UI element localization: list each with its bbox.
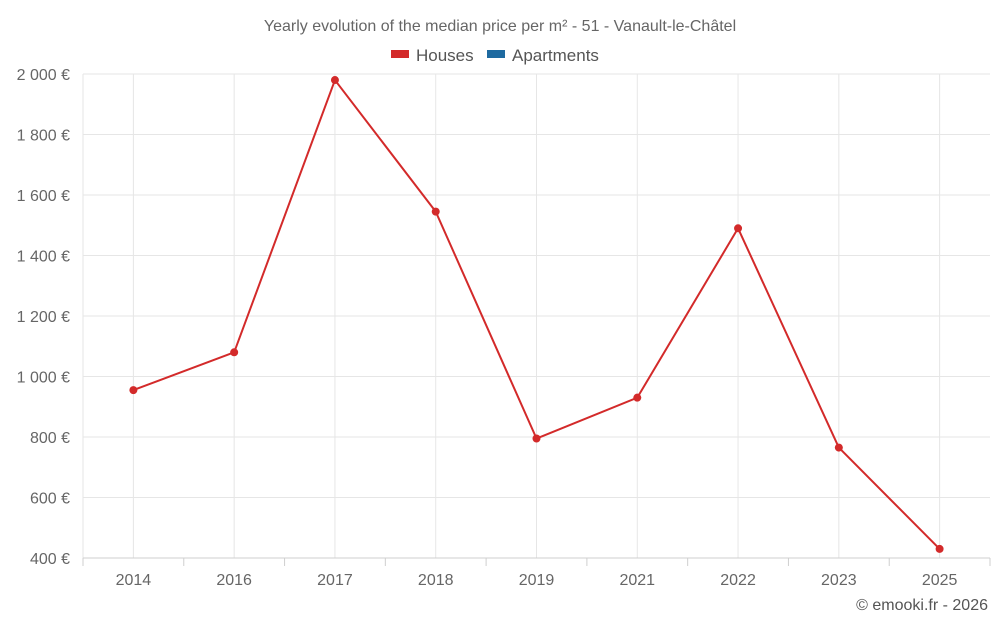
x-tick-labels: 2014 2016 2017 2018 2019 2021 2022 2023 2025 bbox=[116, 572, 958, 589]
y-tick-label: 2 000 € bbox=[17, 67, 70, 84]
data-point[interactable] bbox=[532, 434, 541, 443]
x-tick-label: 2014 bbox=[116, 572, 152, 589]
legend-label-apartments[interactable]: Apartments bbox=[512, 46, 599, 65]
legend-swatch-apartments bbox=[487, 50, 505, 58]
legend-label-houses[interactable]: Houses bbox=[416, 46, 474, 65]
x-tick-label: 2016 bbox=[216, 572, 252, 589]
y-tick-label: 1 400 € bbox=[17, 249, 70, 266]
series-houses bbox=[129, 76, 944, 553]
credit-text: © emooki.fr - 2026 bbox=[856, 597, 988, 614]
y-tick-label: 800 € bbox=[30, 430, 70, 447]
x-tick-label: 2023 bbox=[821, 572, 857, 589]
x-tick-label: 2025 bbox=[922, 572, 958, 589]
y-tick-label: 1 200 € bbox=[17, 309, 70, 326]
grid bbox=[83, 73, 990, 558]
y-tick-label: 600 € bbox=[30, 491, 70, 508]
data-point[interactable] bbox=[230, 348, 239, 357]
chart-title: Yearly evolution of the median price per… bbox=[264, 18, 736, 35]
axes bbox=[82, 74, 991, 566]
legend: Houses Apartments bbox=[391, 46, 599, 65]
data-point[interactable] bbox=[330, 76, 339, 85]
y-tick-label: 1 000 € bbox=[17, 370, 70, 387]
data-point[interactable] bbox=[834, 443, 843, 452]
x-tick-label: 2017 bbox=[317, 572, 353, 589]
x-tick-label: 2021 bbox=[619, 572, 655, 589]
data-point[interactable] bbox=[734, 224, 743, 233]
x-tick-label: 2018 bbox=[418, 572, 454, 589]
y-tick-label: 1 800 € bbox=[17, 128, 70, 145]
y-tick-labels: 400 € 600 € 800 € 1 000 € 1 200 € 1 400 € 1 60… bbox=[17, 67, 70, 568]
data-point[interactable] bbox=[935, 544, 944, 553]
y-tick-label: 1 600 € bbox=[17, 188, 70, 205]
x-tick-label: 2022 bbox=[720, 572, 756, 589]
data-point[interactable] bbox=[633, 393, 642, 402]
data-point[interactable] bbox=[129, 386, 138, 395]
data-point[interactable] bbox=[431, 207, 440, 216]
legend-swatch-houses bbox=[391, 50, 409, 58]
y-tick-label: 400 € bbox=[30, 551, 70, 568]
x-tick-label: 2019 bbox=[519, 572, 555, 589]
